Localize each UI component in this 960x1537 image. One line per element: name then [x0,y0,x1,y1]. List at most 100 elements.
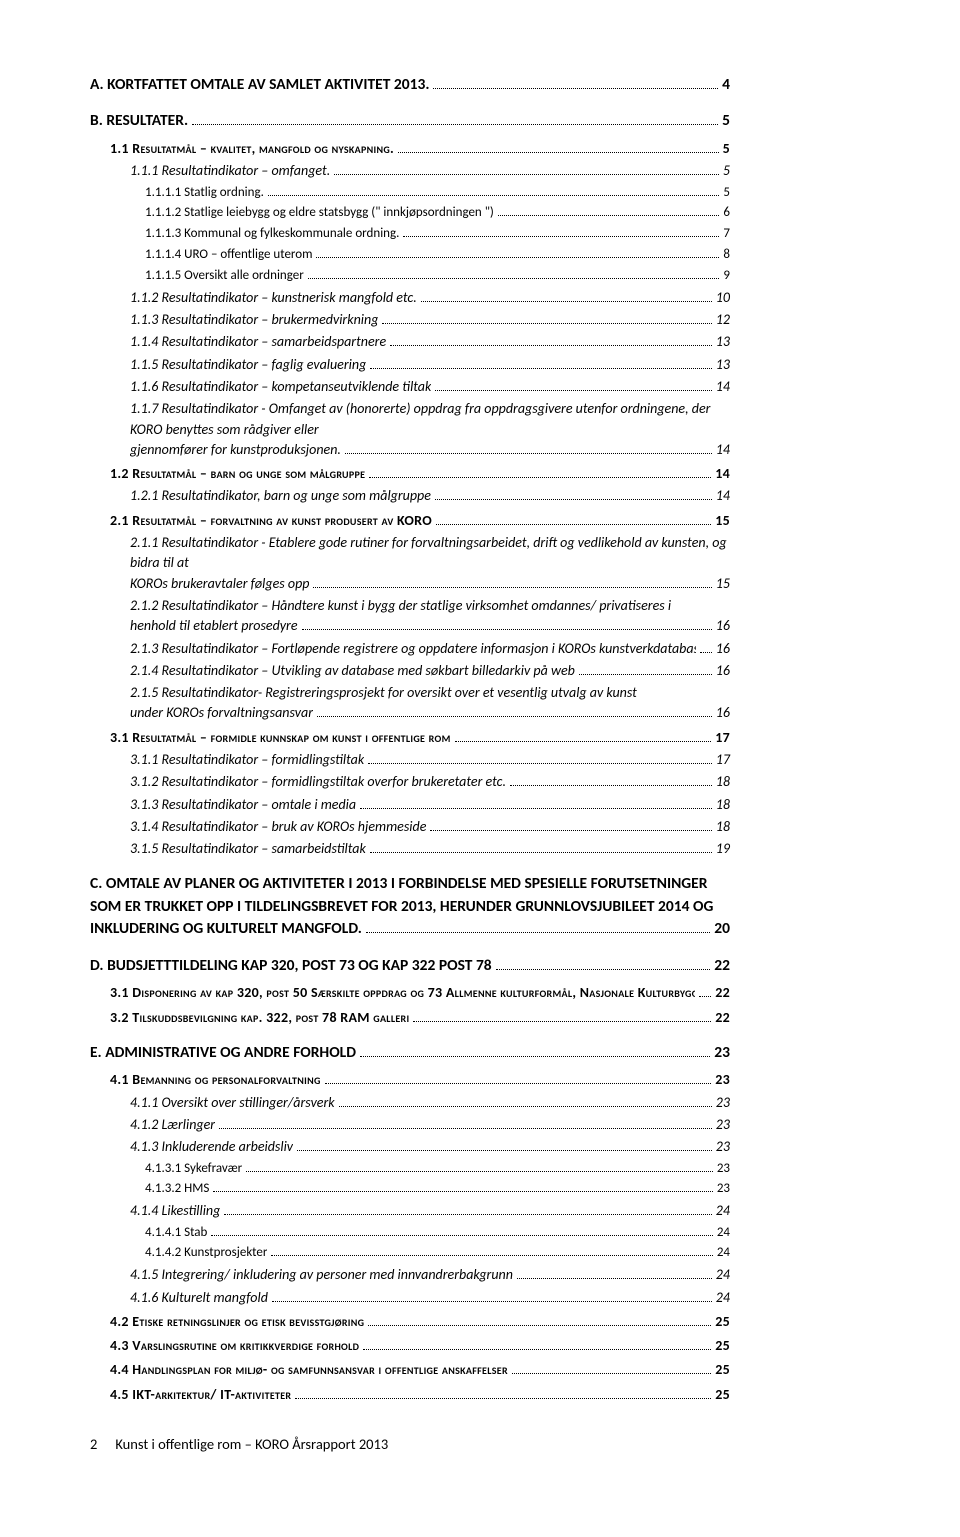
toc-entry-page: 24 [716,1288,730,1308]
toc-entry: 2.1.4 Resultatindikator – Utvikling av d… [90,661,730,681]
toc-entry-page: 23 [717,1180,730,1199]
toc-entry-page: 14 [715,464,730,484]
toc-leader-dots [213,1191,712,1192]
toc-entry-label: 3.1.2 Resultatindikator – formidlingstil… [130,772,506,792]
toc-leader-dots [496,969,711,970]
toc-entry-page: 23 [716,1115,730,1135]
toc-leader-dots [510,785,712,786]
toc-entry-page: 6 [723,204,730,223]
toc-leader-dots [517,1278,712,1279]
toc-entry-label: 3.1 Disponering av kap 320, post 50 Særs… [110,983,695,1003]
toc-entry-label: 4.1 Bemanning og personalforvaltning [110,1070,321,1090]
toc-leader-dots [370,368,712,369]
toc-leader-dots [268,195,720,196]
toc-entry: 3.1 Disponering av kap 320, post 50 Særs… [90,983,730,1003]
toc-entry-page: 8 [723,246,730,265]
toc-entry-page: 23 [716,1137,730,1157]
toc-entry: 4.1 Bemanning og personalforvaltning23 [90,1070,730,1090]
toc-entry: 4.1.4.2 Kunstprosjekter24 [90,1244,730,1263]
toc-entry-label-tail: gjennomfører for kunstproduksjonen. [130,440,341,460]
toc-entry-label: B. RESULTATER. [90,110,188,132]
toc-entry-page: 13 [716,355,730,375]
toc-entry-page: 24 [716,1265,730,1285]
toc-leader-dots [224,1214,711,1215]
toc-leader-dots [382,323,711,324]
toc-leader-dots [369,477,711,478]
toc-leader-dots [360,808,712,809]
toc-entry-label: 2.1.5 Resultatindikator- Registreringspr… [130,683,730,703]
toc-entry-label: 2.1.1 Resultatindikator - Etablere gode … [130,533,730,574]
toc-entry-label: 1.1.1.4 URO – offentlige uterom [145,246,312,265]
toc-entry-label: 4.1.3.2 HMS [145,1180,209,1199]
toc-entry: 1.1.1.1 Statlig ordning.5 [90,184,730,203]
toc-leader-dots [435,499,712,500]
toc-entry-label: 4.1.4 Likestilling [130,1201,220,1221]
toc-entry-page: 15 [715,511,730,531]
toc-entry-page: 13 [716,332,730,352]
toc-entry: 1.1.3 Resultatindikator – brukermedvirkn… [90,310,730,330]
toc-entry-page: 14 [716,377,730,397]
toc-entry: 3.1.4 Resultatindikator – bruk av KOROs … [90,817,730,837]
toc-entry-page: 9 [723,267,730,286]
toc-entry: 1.2 Resultatmål – barn og unge som målgr… [90,464,730,484]
toc-entry: 4.5 IKT-arkitektur/ IT-aktiviteter25 [90,1385,730,1405]
toc-leader-dots [360,1056,710,1057]
toc-entry-label: 4.1.2 Lærlinger [130,1115,215,1135]
toc-entry-label: 2.1.4 Resultatindikator – Utvikling av d… [130,661,575,681]
toc-entry: B. RESULTATER.5 [90,110,730,132]
toc-entry-page: 18 [716,817,730,837]
toc-entry: 1.1.1.2 Statlige leiebygg og eldre stats… [90,204,730,223]
toc-leader-dots [498,215,720,216]
toc-entry: 3.1.2 Resultatindikator – formidlingstil… [90,772,730,792]
toc-entry: 4.1.4.1 Stab24 [90,1224,730,1243]
toc-entry-label: 1.1.4 Resultatindikator – samarbeidspart… [130,332,386,352]
toc-leader-dots [366,932,710,933]
toc-entry: 3.1.1 Resultatindikator – formidlingstil… [90,750,730,770]
toc-leader-dots [436,524,711,525]
toc-leader-dots [313,587,711,588]
toc-leader-dots [219,1128,712,1129]
toc-entry: 3.1 Resultatmål – formidle kunnskap om k… [90,728,730,748]
toc-entry-page: 25 [715,1312,730,1332]
toc-entry-label: 4.1.1 Oversikt over stillinger/årsverk [130,1093,335,1113]
toc-leader-dots [334,174,719,175]
toc-entry-label: 1.1.6 Resultatindikator – kompetanseutvi… [130,377,431,397]
footer-text: Kunst i offentlige rom – KORO Årsrapport… [115,1435,388,1453]
toc-entry-label: A. KORTFATTET OMTALE AV SAMLET AKTIVITET… [90,74,429,96]
toc-entry-label: D. BUDSJETTTILDELING KAP 320, POST 73 OG… [90,955,492,977]
toc-entry-page: 25 [715,1360,730,1380]
page-footer: 2 Kunst i offentlige rom – KORO Årsrappo… [90,1435,730,1453]
toc-entry: 4.4 Handlingsplan for miljø- og samfunns… [90,1360,730,1380]
toc-entry: 3.1.3 Resultatindikator – omtale i media… [90,795,730,815]
toc-entry-label: 1.1.1.2 Statlige leiebygg og eldre stats… [145,204,494,223]
toc-entry: 1.1.1.5 Oversikt alle ordninger9 [90,267,730,286]
toc-entry-page: 18 [716,772,730,792]
toc-entry-page: 24 [716,1201,730,1221]
toc-entry: 4.1.6 Kulturelt mangfold24 [90,1288,730,1308]
toc-leader-dots [430,830,711,831]
toc-entry-label: 4.5 IKT-arkitektur/ IT-aktiviteter [110,1385,291,1405]
toc-entry: 1.1 Resultatmål – kvalitet, mangfold og … [90,139,730,159]
toc-entry: 4.1.2 Lærlinger 23 [90,1115,730,1135]
toc-entry-page: 23 [717,1160,730,1179]
toc-entry-page: 5 [723,161,730,181]
toc-entry-page: 14 [716,440,730,460]
toc-entry-label: 4.2 Etiske retningslinjer og etisk bevis… [110,1312,364,1332]
toc-entry-label: 4.1.5 Integrering/ inkludering av person… [130,1265,513,1285]
toc-leader-dots [297,1150,712,1151]
toc-entry-page: 22 [715,983,730,1003]
toc-entry: 2.1.5 Resultatindikator- Registreringspr… [90,683,730,724]
footer-page-number: 2 [90,1435,97,1453]
toc-entry: 4.1.1 Oversikt over stillinger/årsverk23 [90,1093,730,1113]
toc-entry-page: 16 [716,703,730,723]
toc-entry: 1.1.1.4 URO – offentlige uterom 8 [90,246,730,265]
toc-leader-dots [433,88,718,89]
toc-leader-dots [455,741,712,742]
toc-entry-page: 15 [716,574,730,594]
toc-entry-page: 22 [714,955,730,977]
toc-leader-dots [435,390,711,391]
toc-entry: 2.1.1 Resultatindikator - Etablere gode … [90,533,730,594]
toc-entry-label: 3.1.1 Resultatindikator – formidlingstil… [130,750,364,770]
toc-page: A. KORTFATTET OMTALE AV SAMLET AKTIVITET… [0,0,800,1493]
toc-entry: 4.1.5 Integrering/ inkludering av person… [90,1265,730,1285]
